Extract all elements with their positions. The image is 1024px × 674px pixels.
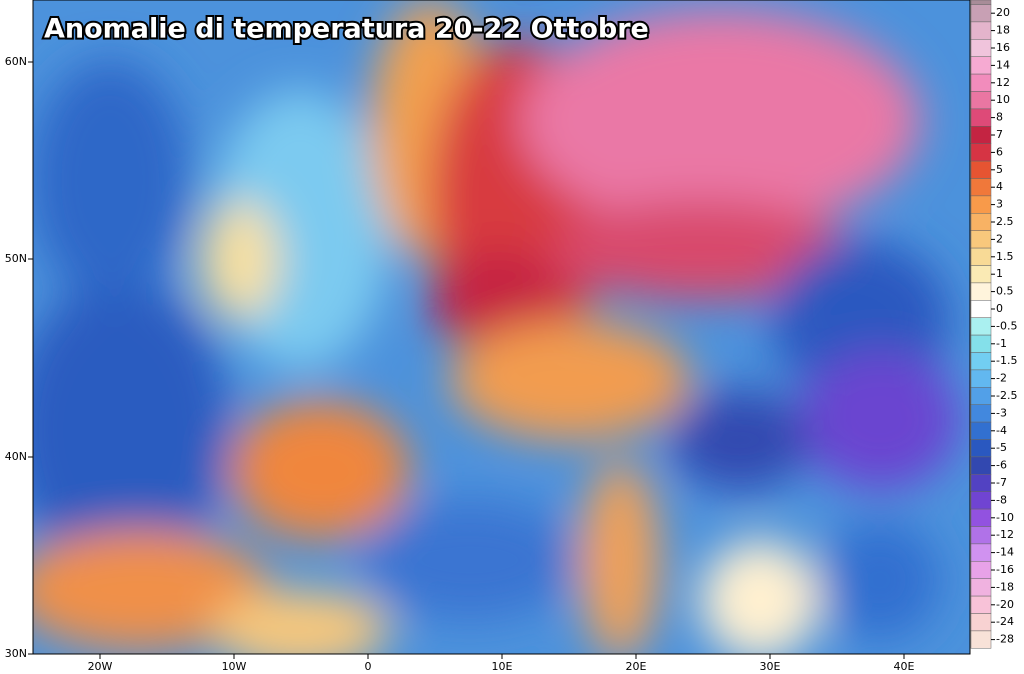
legend-label: -20 <box>996 598 1014 611</box>
lat-label: 40N <box>5 450 27 463</box>
legend-label: 4 <box>996 180 1003 193</box>
legend-label: 7 <box>996 128 1003 141</box>
legend-label: 12 <box>996 76 1010 89</box>
legend-swatch <box>970 334 992 353</box>
lon-label: 30E <box>760 660 781 673</box>
lat-label: 50N <box>5 252 27 265</box>
lon-label: 0 <box>365 660 372 673</box>
legend-label: 1.5 <box>996 250 1014 263</box>
legend-swatch <box>970 195 992 214</box>
legend-swatch <box>970 265 992 284</box>
legend-label: -4 <box>996 424 1007 437</box>
legend-swatch <box>970 126 992 144</box>
legend-label: 24 <box>996 0 1010 2</box>
legend-label: -24 <box>996 615 1014 628</box>
lon-label: 10W <box>222 660 247 673</box>
legend-label: -18 <box>996 580 1014 593</box>
lon-label: 20W <box>88 660 113 673</box>
legend-swatch <box>970 439 992 458</box>
lon-label: 40E <box>894 660 915 673</box>
lat-label: 60N <box>5 55 27 68</box>
legend-label: -8 <box>996 493 1007 506</box>
legend-swatch <box>970 39 992 57</box>
legend-label: 16 <box>996 41 1010 54</box>
legend-swatch <box>970 56 992 75</box>
legend-swatch <box>970 561 992 579</box>
legend-swatch <box>970 282 992 301</box>
legend-label: 6 <box>996 145 1003 158</box>
legend-label: 18 <box>996 24 1010 37</box>
legend-swatch <box>970 143 992 162</box>
legend-label: -3 <box>996 406 1007 419</box>
lon-label: 10E <box>492 660 513 673</box>
legend-label: 5 <box>996 163 1003 176</box>
legend-label: 14 <box>996 58 1010 71</box>
legend-swatch <box>970 543 992 562</box>
legend-swatch <box>970 21 992 40</box>
legend-swatch <box>970 508 992 527</box>
legend-label: -6 <box>996 459 1007 472</box>
legend-label: -28 <box>996 633 1014 646</box>
legend-label: -1 <box>996 337 1007 350</box>
legend-label: -0.5 <box>996 319 1017 332</box>
legend-swatch <box>970 178 992 197</box>
legend-label: 2.5 <box>996 215 1014 228</box>
map-field <box>33 0 970 654</box>
legend-label: -2.5 <box>996 389 1017 402</box>
legend-swatch <box>970 595 992 614</box>
legend-label: -1.5 <box>996 354 1017 367</box>
legend-label: 3 <box>996 198 1003 211</box>
legend-label: 0 <box>996 302 1003 315</box>
legend-swatch <box>970 456 992 475</box>
legend-swatch <box>970 474 992 492</box>
legend-swatch <box>970 91 992 110</box>
legend-swatch <box>970 404 992 423</box>
legend-label: -16 <box>996 563 1014 576</box>
legend-swatch <box>970 300 992 318</box>
legend-swatch <box>970 491 992 510</box>
legend-swatch <box>970 369 992 388</box>
legend-swatch <box>970 108 992 127</box>
legend-label: 0.5 <box>996 285 1014 298</box>
legend-label: -12 <box>996 528 1014 541</box>
legend-swatch <box>970 526 992 545</box>
map-title: Anomalie di temperatura 20-22 Ottobre <box>44 14 649 45</box>
legend-label: -7 <box>996 476 1007 489</box>
lat-label: 30N <box>5 647 27 660</box>
legend-swatch <box>970 213 992 231</box>
legend-swatch <box>970 0 992 5</box>
legend-label: 10 <box>996 93 1010 106</box>
legend-label: -10 <box>996 511 1014 524</box>
legend-swatch <box>970 630 992 649</box>
legend-swatch <box>970 387 992 405</box>
legend-swatch <box>970 317 992 336</box>
lon-label: 20E <box>626 660 647 673</box>
legend-swatch <box>970 4 992 23</box>
legend-swatch <box>970 578 992 597</box>
legend-label: 20 <box>996 6 1010 19</box>
legend-swatch <box>970 160 992 179</box>
legend-label: 1 <box>996 267 1003 280</box>
legend-label: 8 <box>996 111 1003 124</box>
legend-swatch <box>970 421 992 440</box>
legend-label: 2 <box>996 232 1003 245</box>
legend-swatch <box>970 230 992 249</box>
legend-label: -2 <box>996 372 1007 385</box>
legend-label: -5 <box>996 441 1007 454</box>
legend-swatch <box>970 73 992 92</box>
legend-label: -14 <box>996 546 1014 559</box>
legend-swatch <box>970 352 992 371</box>
legend-swatch <box>970 247 992 266</box>
legend-swatch <box>970 613 992 632</box>
